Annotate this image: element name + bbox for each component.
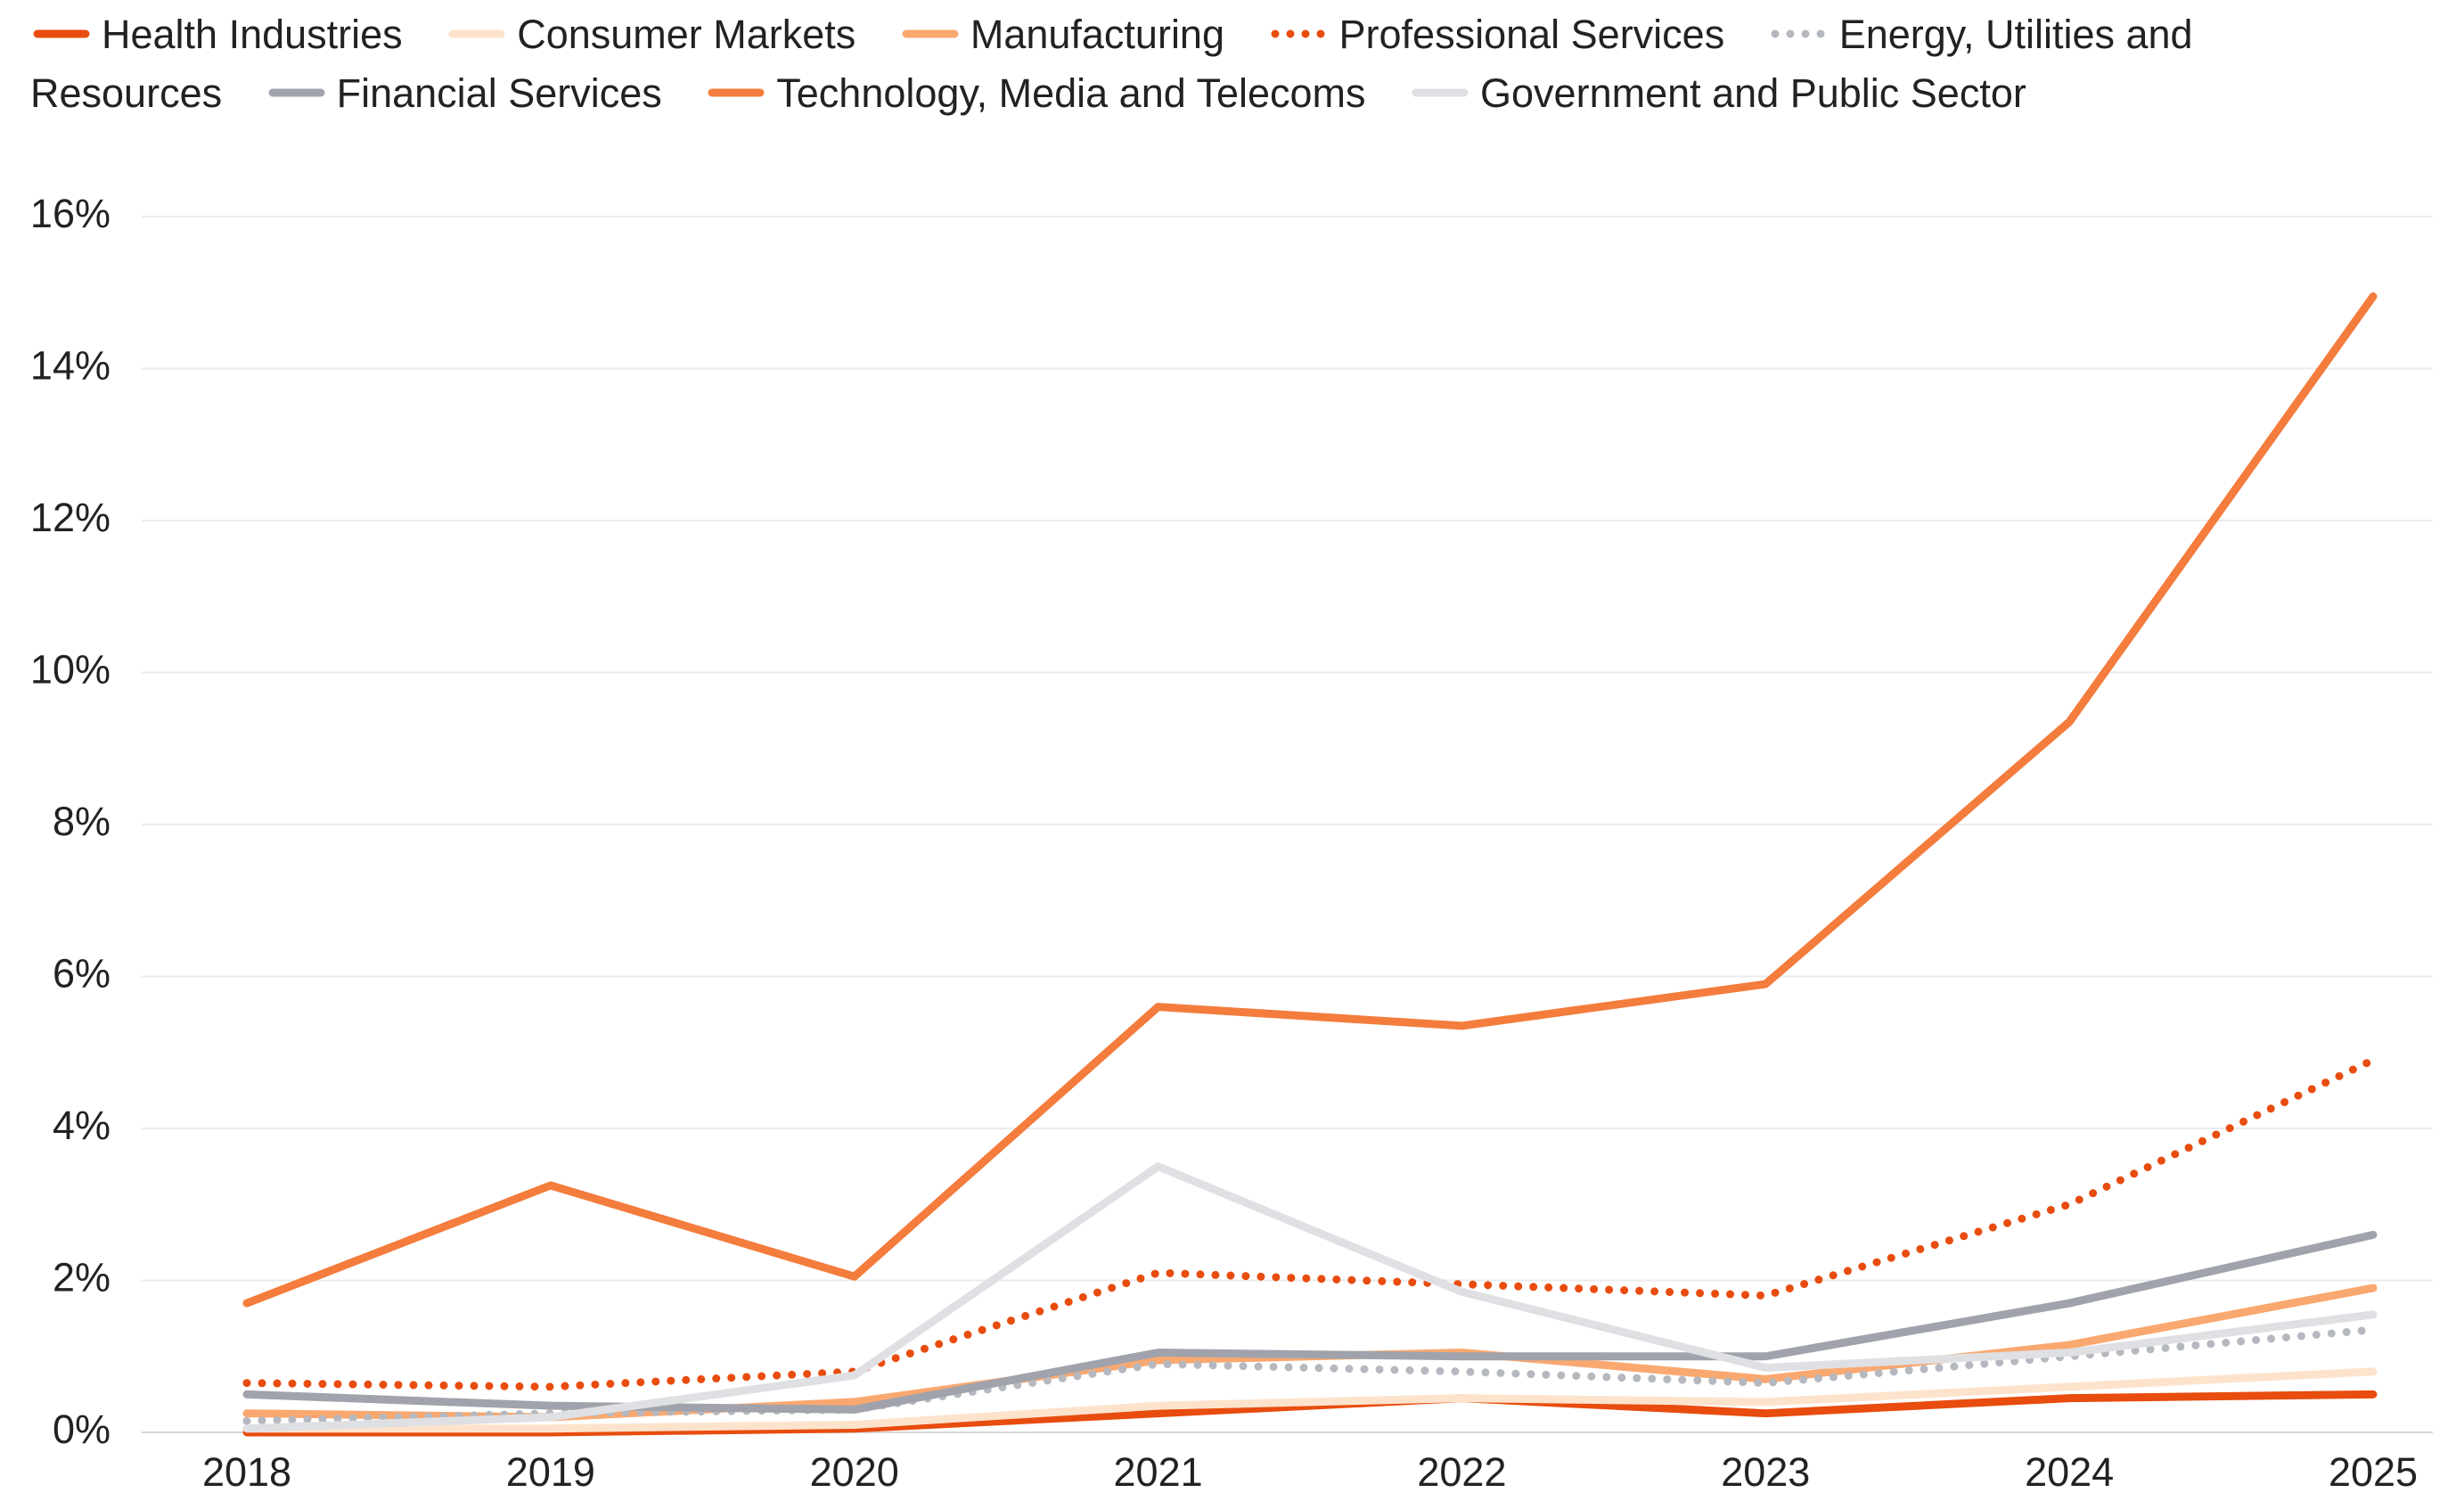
series-line — [242, 1367, 2378, 1433]
legend-swatch — [448, 29, 505, 38]
x-tick-label: 2021 — [1114, 1449, 1203, 1495]
x-tick-label: 2024 — [2025, 1449, 2114, 1495]
x-tick-label: 2023 — [1721, 1449, 1810, 1495]
series-line — [242, 292, 2378, 1308]
y-tick-label: 16% — [30, 191, 111, 236]
series-line — [242, 1162, 2378, 1433]
legend-swatch — [1412, 88, 1469, 97]
x-tick-label: 2025 — [2329, 1449, 2418, 1495]
y-tick-label: 8% — [53, 799, 111, 844]
legend: Health Industries Consumer Markets Manuf… — [30, 5, 2374, 123]
x-tick-label: 2019 — [506, 1449, 595, 1495]
x-tick-label: 2018 — [202, 1449, 291, 1495]
legend-label: Technology, Media and Telecoms — [776, 70, 1366, 116]
legend-label: Health Industries — [102, 12, 403, 57]
x-tick-label: 2022 — [1417, 1449, 1506, 1495]
legend-item: Professional Services — [1268, 12, 1725, 57]
y-tick-label: 6% — [53, 950, 111, 996]
x-tick-label: 2020 — [810, 1449, 899, 1495]
legend-label: Manufacturing — [970, 12, 1224, 57]
series-line — [242, 1055, 2378, 1391]
legend-item: Health Industries — [30, 12, 403, 57]
legend-label: Government and Public Sector — [1480, 70, 2026, 116]
legend-label: Financial Services — [336, 70, 662, 116]
legend-item: Energy, Utilities and Resources — [30, 12, 2193, 116]
legend-item: Government and Public Sector — [1409, 70, 2026, 116]
y-tick-label: 14% — [30, 342, 111, 388]
y-tick-label: 4% — [53, 1103, 111, 1148]
legend-swatch — [268, 88, 325, 97]
y-tick-label: 2% — [53, 1254, 111, 1300]
legend-item: Consumer Markets — [446, 12, 855, 57]
legend-label: Professional Services — [1338, 12, 1725, 57]
legend-swatch — [708, 88, 765, 97]
legend-item: Manufacturing — [899, 12, 1224, 57]
legend-label: Energy, Utilities and Resources — [30, 12, 2193, 116]
legend-swatch — [902, 29, 959, 38]
y-tick-label: 12% — [30, 495, 111, 540]
legend-item: Financial Services — [266, 70, 662, 116]
y-tick-label: 0% — [53, 1407, 111, 1452]
legend-label: Consumer Markets — [517, 12, 856, 57]
legend-item: Technology, Media and Telecoms — [705, 70, 1366, 116]
legend-swatch — [33, 29, 90, 38]
y-tick-label: 10% — [30, 646, 111, 692]
